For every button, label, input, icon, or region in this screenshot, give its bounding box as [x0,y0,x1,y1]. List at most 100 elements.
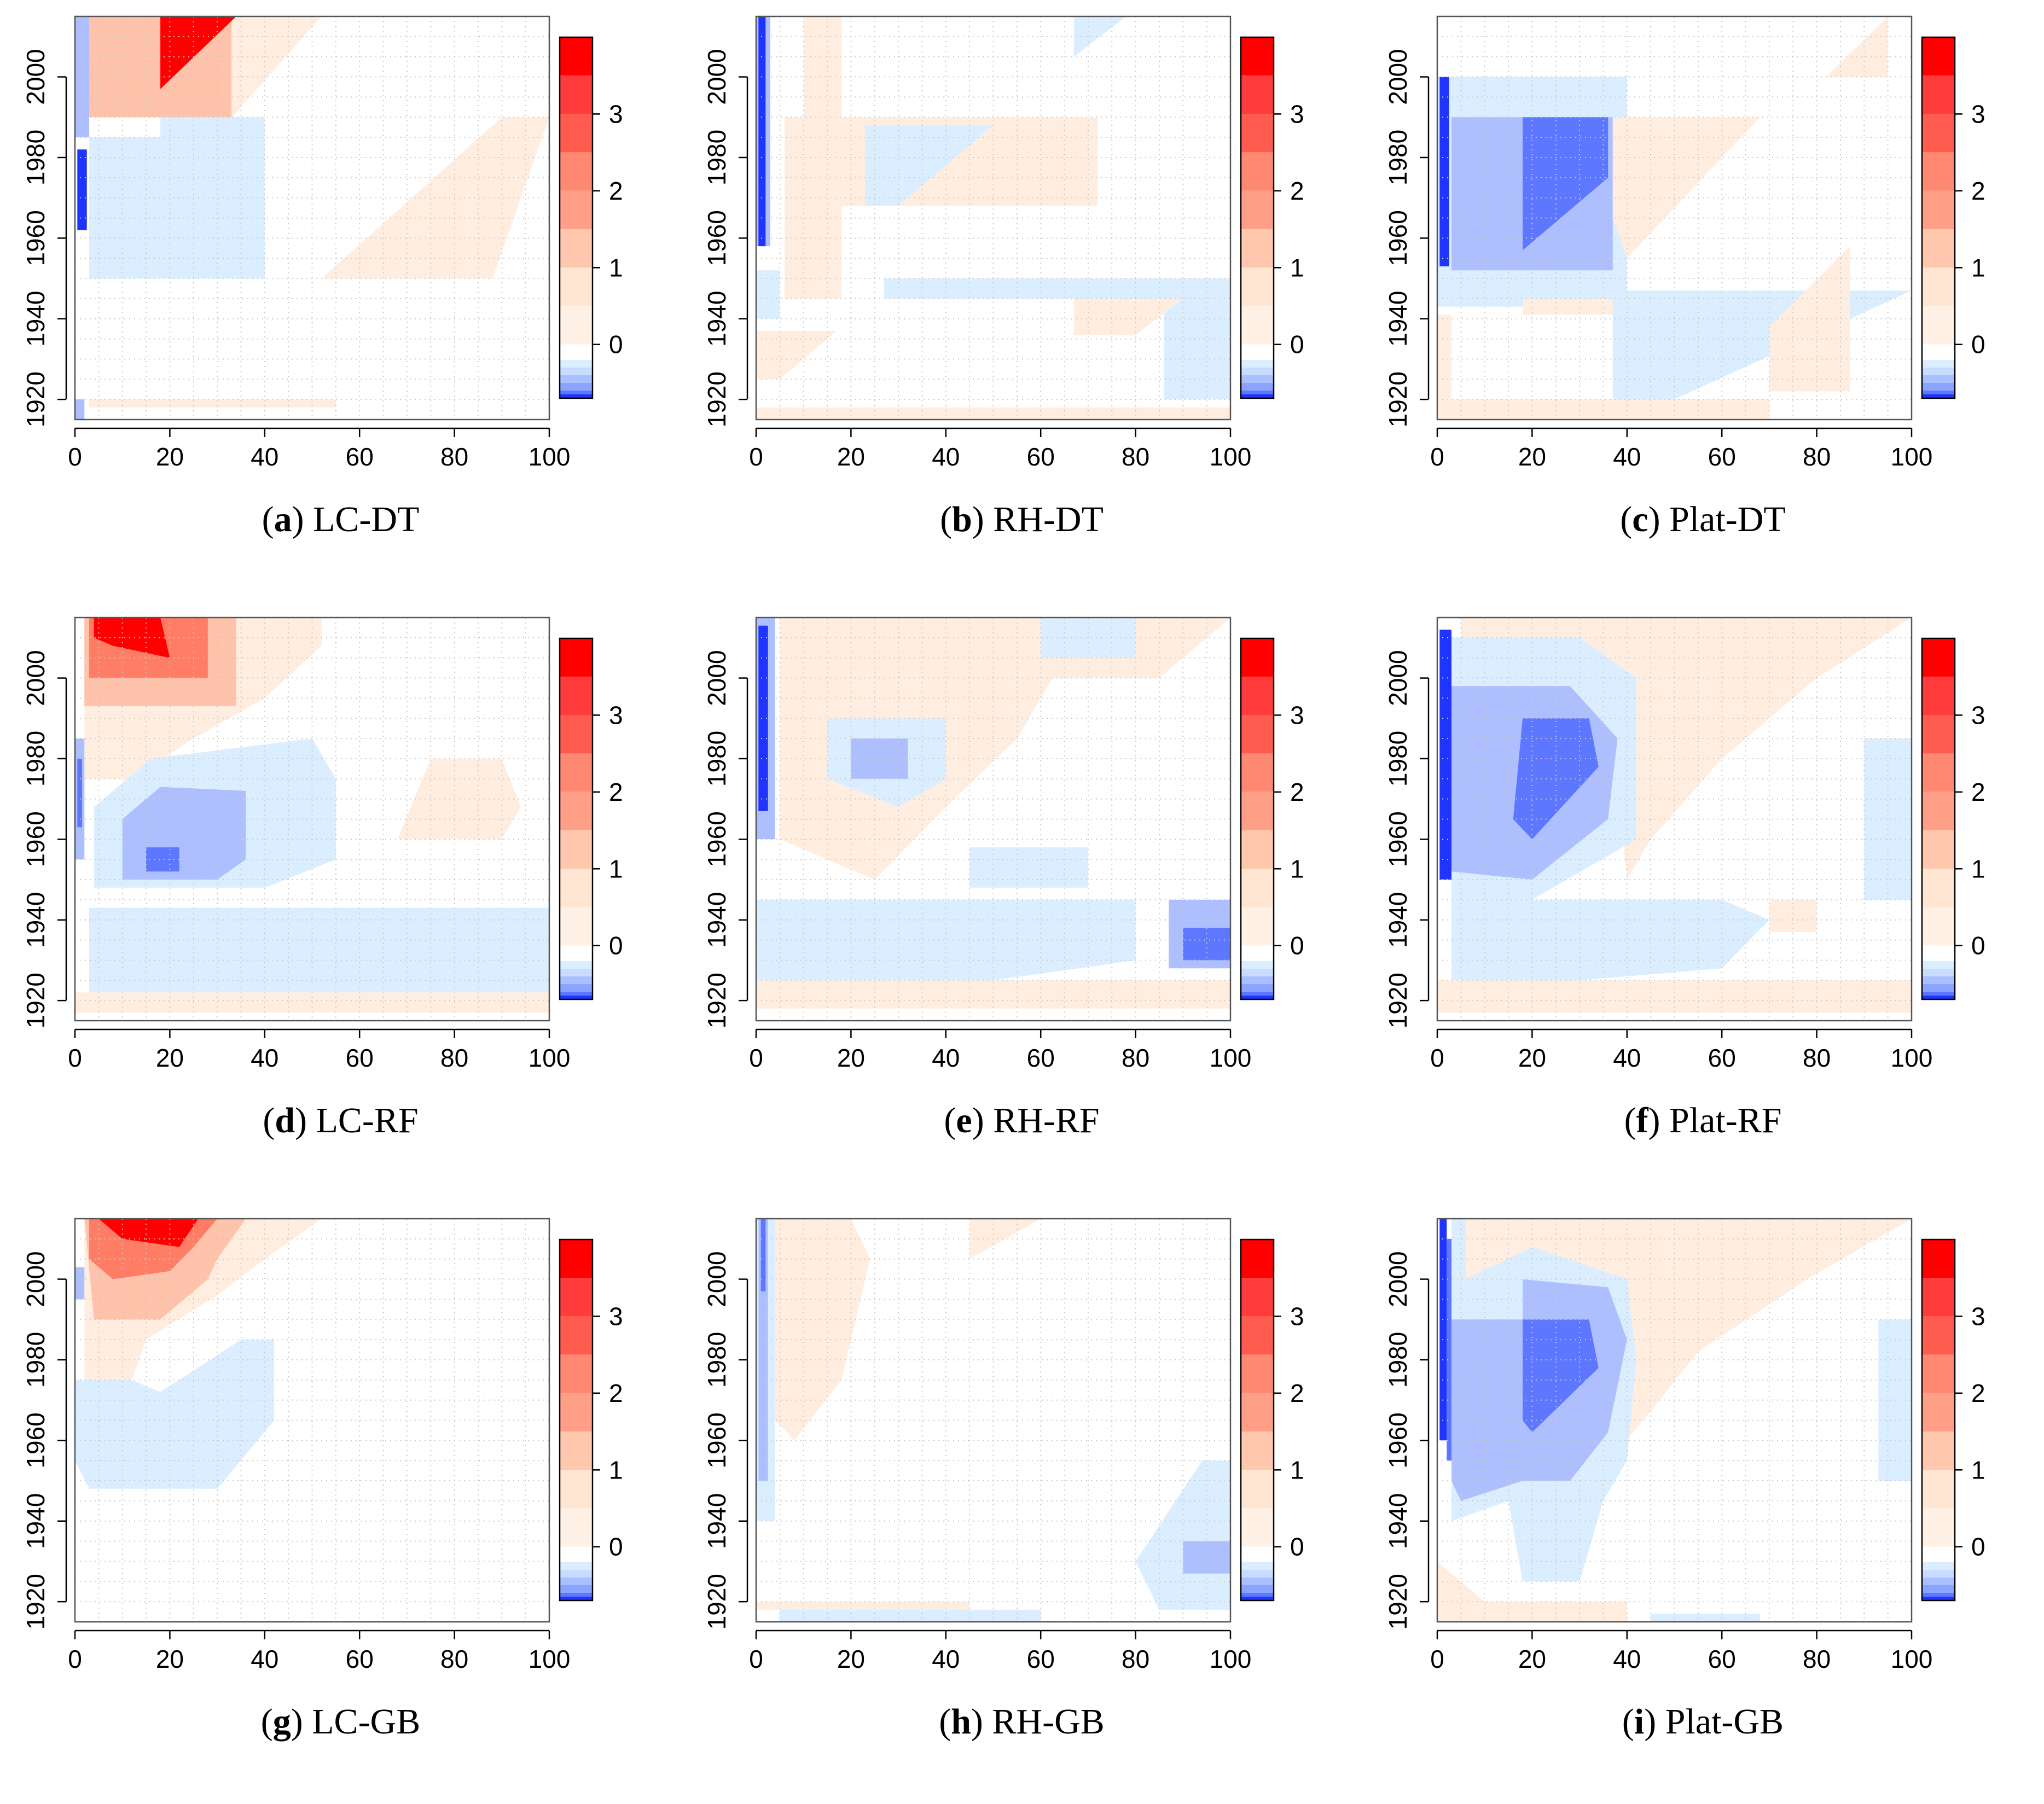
colorbar-swatch [1241,37,1274,76]
colorbar-tick-label: 3 [1290,1302,1304,1330]
panel-title: RH-GB [992,1702,1105,1742]
colorbar-swatch [1241,830,1274,869]
x-tick-label: 40 [1613,1044,1641,1072]
y-tick-label: 1940 [1384,291,1412,347]
colorbar-swatch [1922,1592,1955,1597]
colorbar-tick-label: 3 [1290,100,1304,128]
colorbar-swatch [1922,1470,1955,1509]
colorbar-tick-label: 1 [1290,253,1304,282]
heatmap-svg-f: 0 20 40 60 80 100 1920 1940 1960 1980 2000 0 1 2 3 [1384,616,1985,1072]
plot-frame [755,1218,1232,1623]
colorbar-tick-label: 0 [1290,932,1304,960]
colorbar-swatch [560,1508,593,1547]
colorbar-swatch [560,1554,593,1562]
colorbar-swatch [1241,907,1274,946]
colorbar-swatch [1241,968,1274,976]
colorbar-tick-label: 0 [1971,1533,1985,1561]
heatmap-region [75,1340,275,1489]
x-tick-label: 100 [1210,1044,1252,1072]
heatmap-region [1769,899,1817,932]
colorbar-tick-label: 0 [609,1533,623,1561]
heatmap-region [1651,1614,1760,1622]
colorbar-swatch [1922,715,1955,754]
colorbar-swatch [560,907,593,946]
colorbar-swatch [560,344,593,352]
heatmap-region [1183,928,1230,961]
plot-frame [74,1218,550,1623]
colorbar-swatch [560,1431,593,1470]
x-tick-label: 60 [346,1044,374,1072]
heatmap-region [865,125,994,206]
colorbar-swatch [1241,359,1274,368]
colorbar: 0 1 2 3 [1921,36,1985,399]
colorbar-swatch [1241,715,1274,754]
x-tick-label: 60 [1708,1044,1736,1072]
y-tick-label: 1920 [1384,1574,1412,1630]
colorbar-swatch [560,267,593,306]
x-tick-label: 80 [1122,1044,1149,1072]
x-tick-label: 60 [1027,1645,1055,1673]
panel-title: LC-RF [316,1101,419,1140]
colorbar-swatch [560,869,593,907]
heatmap-region [775,1219,870,1441]
x-tick-label: 20 [837,1044,865,1072]
x-tick-label: 80 [440,443,468,471]
y-tick-label: 1920 [702,371,731,427]
x-tick-label: 100 [529,443,571,471]
colorbar-swatch [1241,1596,1274,1601]
colorbar-swatch [1922,1393,1955,1432]
y-tick-label: 1980 [21,130,50,185]
colorbar-tick-label: 2 [1290,778,1304,806]
colorbar-swatch [1241,1508,1274,1547]
colorbar-swatch [560,976,593,984]
colorbar-swatch [1922,1585,1955,1593]
colorbar-swatch [1922,976,1955,984]
colorbar-tick-label: 1 [1971,1456,1985,1484]
colorbar-swatch [1241,382,1274,391]
colorbar-swatch [1241,1577,1274,1585]
colorbar-frame [1921,637,1956,1000]
panel-title: LC-GB [312,1702,421,1742]
colorbar-swatch [1241,638,1274,677]
colorbar-swatch [1922,306,1955,345]
colorbar-swatch [1922,1239,1955,1278]
colorbar-swatch [560,75,593,114]
y-tick-label: 1980 [702,731,731,787]
colorbar-swatch [560,229,593,268]
colorbar-swatch [1922,344,1955,352]
colorbar: 0 1 2 3 [559,1238,623,1602]
heatmap-region [1183,1541,1230,1574]
colorbar-swatch [560,352,593,360]
colorbar-tick-label: 2 [1971,177,1985,205]
colorbar: 0 1 2 3 [1240,36,1304,399]
heatmap-region [1523,117,1609,251]
x-tick-label: 60 [346,443,374,471]
panel-title: Plat-RF [1669,1101,1782,1140]
y-tick-label: 1960 [21,210,50,266]
y-tick-label: 1960 [702,210,731,266]
x-tick-label: 100 [1210,1645,1252,1673]
y-tick-label: 1940 [702,291,731,347]
colorbar-swatch [1241,1393,1274,1432]
colorbar: 0 1 2 3 [1240,637,1304,1000]
x-tick-label: 20 [837,443,865,471]
panel-letter: d [275,1101,295,1140]
colorbar: 0 1 2 3 [1921,1238,1985,1602]
colorbar-swatch [560,1316,593,1355]
heatmap-region [1769,246,1850,392]
colorbar-swatch [1241,991,1274,996]
colorbar-swatch [560,190,593,230]
y-tick-label: 1940 [21,291,50,347]
heatmap-region [98,1219,199,1247]
x-tick-label: 80 [440,1645,468,1673]
colorbar-swatch [560,984,593,992]
y-tick-label: 1920 [1384,371,1412,427]
panel-title: Plat-GB [1665,1702,1784,1742]
colorbar-swatch [560,390,593,394]
x-tick-label: 0 [1430,443,1444,471]
panel-letter: h [951,1702,971,1742]
colorbar-swatch [1241,945,1274,953]
panel-g: 0 20 40 60 80 100 1920 1940 1960 1980 2000 0 1 2 3 (g) … [0,1202,681,1803]
heatmap-region [756,980,1230,1009]
colorbar-tick-label: 0 [1971,330,1985,359]
